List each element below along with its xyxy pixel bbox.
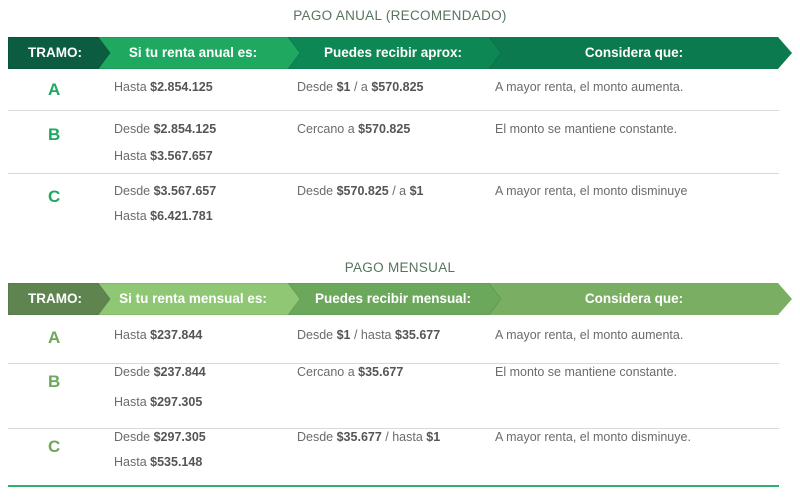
svg-text:Si tu renta mensual es:: Si tu renta mensual es: — [119, 291, 267, 306]
svg-text:Si tu renta anual es:: Si tu renta anual es: — [129, 45, 257, 60]
svg-text:Puedes recibir mensual:: Puedes recibir mensual: — [315, 291, 471, 306]
svg-text:TRAMO:: TRAMO: — [28, 291, 82, 306]
svg-text:Considera que:: Considera que: — [585, 291, 683, 306]
svg-text:Puedes recibir aprox:: Puedes recibir aprox: — [324, 45, 462, 60]
svg-text:TRAMO:: TRAMO: — [28, 45, 82, 60]
svg-text:Considera que:: Considera que: — [585, 45, 683, 60]
